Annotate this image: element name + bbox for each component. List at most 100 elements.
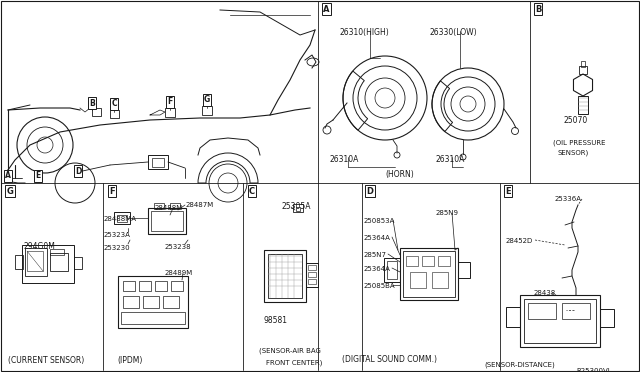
Bar xyxy=(387,261,397,279)
Bar xyxy=(92,108,101,116)
Bar xyxy=(22,245,74,283)
Bar xyxy=(458,262,470,278)
Bar xyxy=(118,276,188,328)
Bar xyxy=(600,309,614,327)
Text: (HORN): (HORN) xyxy=(386,170,414,179)
Bar xyxy=(154,203,164,209)
Text: C: C xyxy=(111,99,117,109)
Text: 28438: 28438 xyxy=(534,290,556,296)
Bar xyxy=(123,296,139,308)
Bar xyxy=(268,254,302,298)
Text: 28487M: 28487M xyxy=(186,202,214,208)
Bar xyxy=(121,312,185,324)
Text: 26310A: 26310A xyxy=(330,155,360,164)
Bar xyxy=(520,295,600,347)
Bar xyxy=(143,296,159,308)
Bar xyxy=(579,66,587,74)
Bar xyxy=(15,255,23,269)
Bar xyxy=(528,303,556,319)
Text: 285N9: 285N9 xyxy=(436,210,459,216)
Text: (SENSOR-AIR BAG: (SENSOR-AIR BAG xyxy=(259,348,321,355)
Text: 26310A: 26310A xyxy=(435,155,465,164)
Text: 25364A: 25364A xyxy=(364,235,391,241)
Text: 285N7: 285N7 xyxy=(364,252,387,258)
Bar xyxy=(578,96,588,114)
Bar xyxy=(110,110,119,118)
Bar xyxy=(171,281,183,291)
Text: E: E xyxy=(505,186,511,196)
Bar xyxy=(139,281,151,291)
Text: 25305A: 25305A xyxy=(281,202,310,211)
Text: 26330(LOW): 26330(LOW) xyxy=(430,28,477,37)
Bar xyxy=(202,106,212,115)
Bar xyxy=(308,272,316,277)
Bar xyxy=(155,281,167,291)
Bar xyxy=(170,203,180,209)
Text: F: F xyxy=(168,97,173,106)
Bar xyxy=(308,265,316,270)
Bar xyxy=(308,279,316,284)
Bar xyxy=(562,303,590,319)
Bar xyxy=(264,250,306,302)
Bar xyxy=(163,296,179,308)
Text: 25070: 25070 xyxy=(564,116,588,125)
Bar xyxy=(293,204,303,212)
Text: G: G xyxy=(204,96,210,105)
Bar xyxy=(296,207,300,211)
Text: B: B xyxy=(535,4,541,13)
Bar xyxy=(506,307,520,327)
Text: G: G xyxy=(6,186,13,196)
Text: 28489M: 28489M xyxy=(165,270,193,276)
Text: R25300VL: R25300VL xyxy=(577,368,612,372)
Text: (IPDM): (IPDM) xyxy=(117,356,143,365)
Bar xyxy=(151,211,183,231)
Bar xyxy=(406,256,418,266)
Text: F: F xyxy=(109,186,115,196)
Bar xyxy=(50,253,68,271)
Text: 25323A: 25323A xyxy=(104,232,131,238)
Bar xyxy=(306,263,318,287)
Text: 28488MA: 28488MA xyxy=(104,216,137,222)
Text: 294G0M: 294G0M xyxy=(24,242,56,251)
Text: (OIL PRESSURE: (OIL PRESSURE xyxy=(553,140,605,147)
Bar xyxy=(400,248,458,300)
Text: FRONT CENTER): FRONT CENTER) xyxy=(266,360,323,366)
Bar xyxy=(25,248,47,276)
Text: 25364A: 25364A xyxy=(364,266,391,272)
Text: 98581: 98581 xyxy=(264,316,288,325)
Text: (SENSOR-DISTANCE): (SENSOR-DISTANCE) xyxy=(484,362,556,369)
Text: D: D xyxy=(367,186,374,196)
Text: 253230: 253230 xyxy=(104,245,131,251)
Text: D: D xyxy=(75,167,81,176)
Text: (DIGITAL SOUND COMM.): (DIGITAL SOUND COMM.) xyxy=(342,355,438,364)
Bar xyxy=(117,215,127,222)
Bar xyxy=(148,208,186,234)
Bar xyxy=(114,212,130,224)
Bar xyxy=(403,251,455,297)
Bar xyxy=(27,251,43,271)
Bar xyxy=(74,257,82,269)
Text: A: A xyxy=(323,4,329,13)
Bar xyxy=(438,256,450,266)
Text: 28452D: 28452D xyxy=(506,238,533,244)
Text: E: E xyxy=(35,171,40,180)
Text: A: A xyxy=(5,171,11,180)
Text: 253238: 253238 xyxy=(165,244,191,250)
Bar xyxy=(410,272,426,288)
Text: 28488M: 28488M xyxy=(155,205,183,211)
Bar xyxy=(581,61,585,67)
Bar xyxy=(384,258,400,282)
Text: C: C xyxy=(249,186,255,196)
Bar xyxy=(123,281,135,291)
Bar xyxy=(524,299,596,343)
Bar xyxy=(148,155,168,169)
Bar xyxy=(152,158,164,167)
Text: 25336A: 25336A xyxy=(555,196,582,202)
Text: B: B xyxy=(89,99,95,108)
Bar xyxy=(165,108,175,117)
Bar xyxy=(422,256,434,266)
Text: SENSOR): SENSOR) xyxy=(558,150,589,157)
Text: 26310(HIGH): 26310(HIGH) xyxy=(340,28,390,37)
Text: (CURRENT SENSOR): (CURRENT SENSOR) xyxy=(8,356,84,365)
Text: 250853A: 250853A xyxy=(364,218,396,224)
